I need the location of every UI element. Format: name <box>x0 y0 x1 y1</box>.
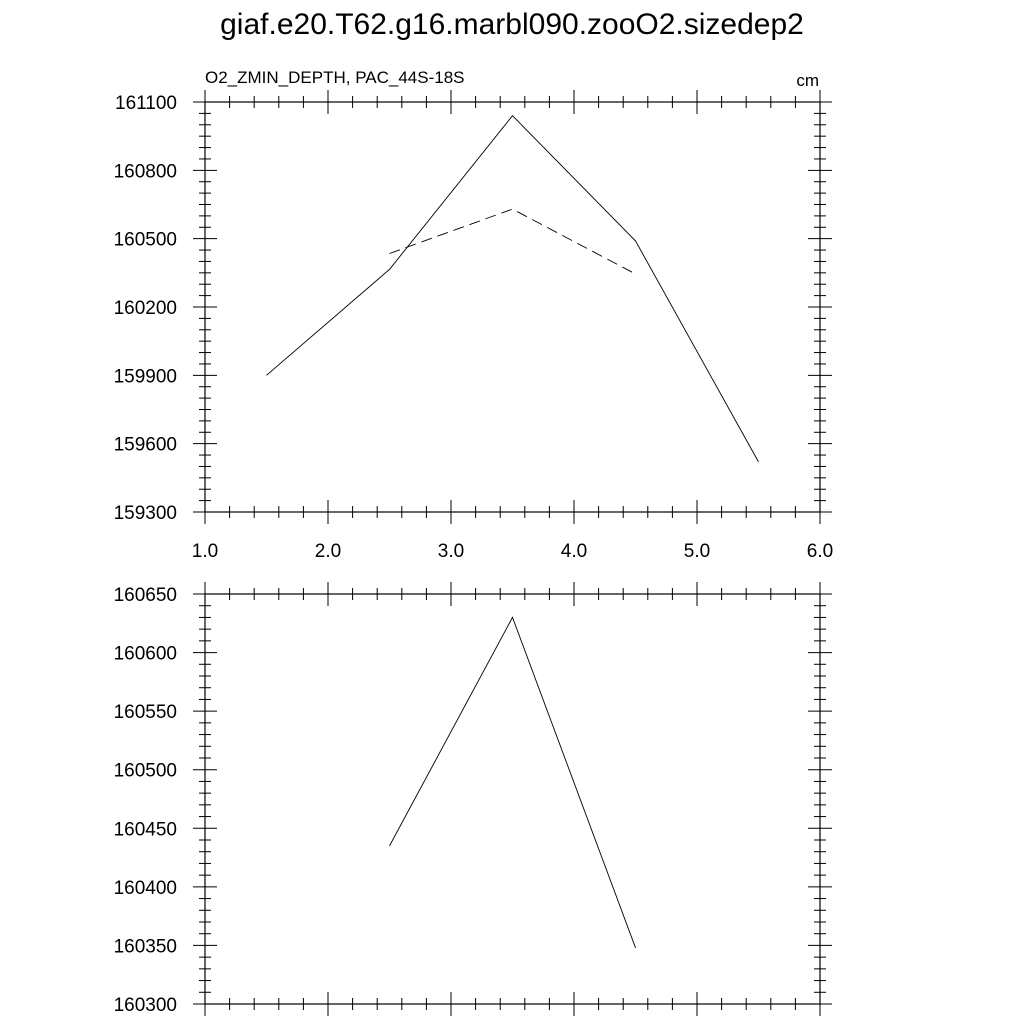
plot-frame <box>204 593 821 1005</box>
x-tick-label: 4.0 <box>561 541 587 562</box>
x-tick-label: 3.0 <box>438 541 464 562</box>
x-tick-label: 2.0 <box>315 541 341 562</box>
y-tick-label: 160800 <box>114 161 177 182</box>
y-tick-label: 160500 <box>114 761 177 782</box>
y-tick-label: 160550 <box>114 702 177 723</box>
series-line-solid <box>389 616 636 948</box>
main-title: giaf.e20.T62.g16.marbl090.zooO2.sizedep2 <box>220 8 804 41</box>
y-tick-label: 160500 <box>114 230 177 251</box>
panel-subtitle-right: cm <box>796 71 819 90</box>
x-tick-label: 5.0 <box>684 541 710 562</box>
x-tick-label: 6.0 <box>807 541 833 562</box>
y-tick-label: 160450 <box>114 819 177 840</box>
y-tick-label: 160600 <box>114 644 177 665</box>
plot-frame <box>204 101 821 513</box>
y-tick-label: 160200 <box>114 298 177 319</box>
x-tick-label: 1.0 <box>192 541 218 562</box>
top-panel: 159300 159600 159900 160200 160500 160800 1611… <box>114 68 834 562</box>
y-tick-label: 160300 <box>114 995 177 1016</box>
bottom-panel: 160300 160350 160400 160450 160500 160550 1606… <box>114 582 832 1016</box>
y-tick-label: 160400 <box>114 878 177 899</box>
series-line-solid <box>266 115 759 463</box>
y-tick-label: 159300 <box>114 503 177 524</box>
y-tick-label: 160350 <box>114 936 177 957</box>
y-tick-label: 160650 <box>114 585 177 606</box>
y-tick-label: 159600 <box>114 435 177 456</box>
y-tick-label: 159900 <box>114 366 177 387</box>
panel-subtitle-left: O2_ZMIN_DEPTH, PAC_44S-18S <box>205 68 465 87</box>
y-tick-label: 161100 <box>115 93 177 114</box>
series-line-dashed <box>389 208 636 275</box>
